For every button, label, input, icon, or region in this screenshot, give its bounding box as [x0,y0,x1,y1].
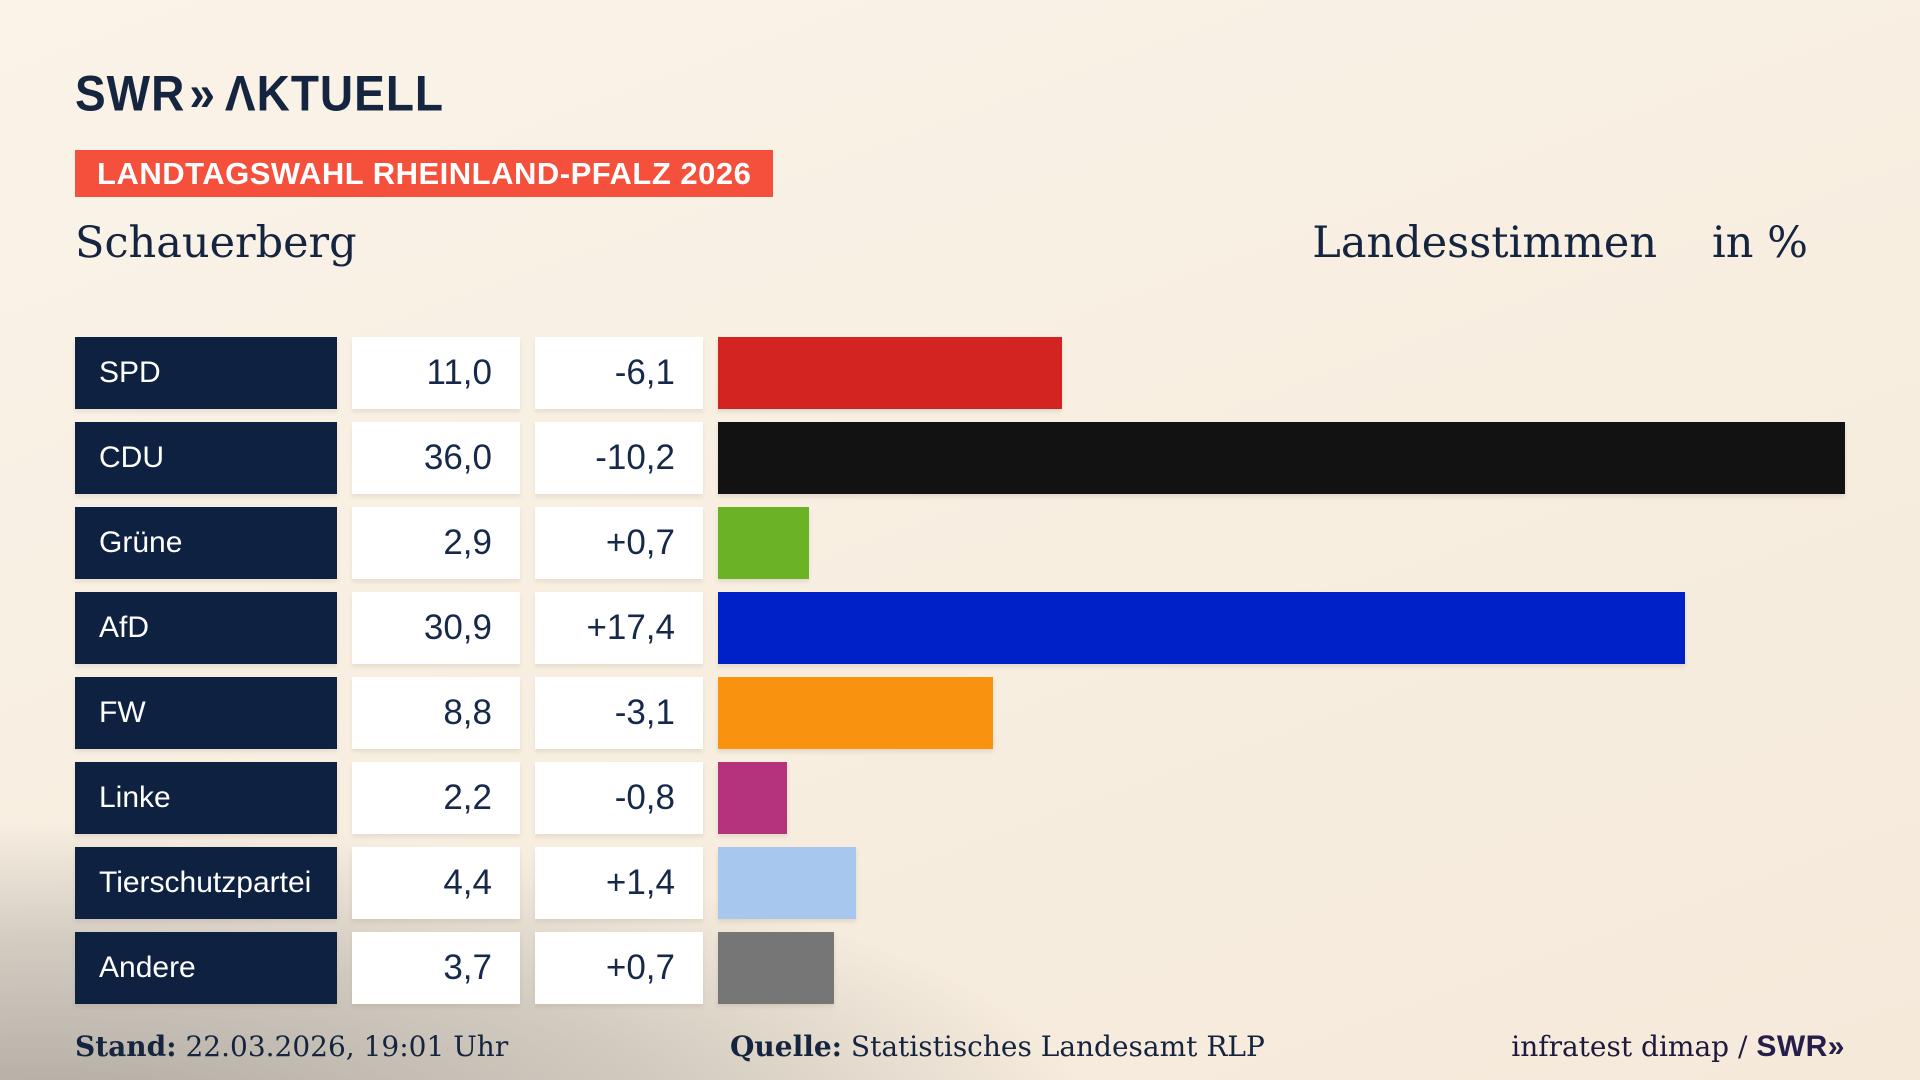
party-name-cell: Andere [75,932,337,1004]
party-change-cell: +17,4 [535,592,703,664]
swr-aktuell-logo: SWR» ΛKTUELL [75,64,444,122]
credit-text: infratest dimap / SWR» [1511,1030,1845,1064]
results-bar-chart: SPD 11,0 -6,1 CDU 36,0 -10,2 Grüne 2,9 +0,7 AfD 30… [75,337,1845,1017]
logo-aktuell-text: ΛKTUELL [224,65,445,122]
logo-chevrons-icon: » [189,65,215,122]
vote-type-title: Landesstimmen in % [1312,218,1808,268]
party-percent-cell: 3,7 [352,932,520,1004]
party-row: SPD 11,0 -6,1 [75,337,1845,409]
party-row: CDU 36,0 -10,2 [75,422,1845,494]
credit-agency: infratest dimap / [1511,1030,1757,1063]
party-bar [718,337,1063,409]
party-name: Linke [99,781,171,814]
party-name: FW [99,696,146,729]
party-bar [718,847,856,919]
party-name-cell: FW [75,677,337,749]
party-change-cell: -6,1 [535,337,703,409]
party-bar-track [718,422,1845,494]
party-name-cell: Linke [75,762,337,834]
party-row: Grüne 2,9 +0,7 [75,507,1845,579]
party-percent-cell: 30,9 [352,592,520,664]
party-bar [718,762,787,834]
party-bar [718,677,994,749]
party-bar-track [718,677,1845,749]
party-bar [718,932,834,1004]
party-percent-cell: 2,2 [352,762,520,834]
party-change-cell: +0,7 [535,932,703,1004]
party-change-cell: +1,4 [535,847,703,919]
party-bar-track [718,932,1845,1004]
party-name-cell: CDU [75,422,337,494]
party-bar [718,592,1686,664]
party-bar-track [718,337,1845,409]
party-percent-cell: 2,9 [352,507,520,579]
party-row: Linke 2,2 -0,8 [75,762,1845,834]
party-name: CDU [99,441,164,474]
party-name: Tierschutzpartei [99,866,312,899]
party-bar-track [718,592,1845,664]
footer: Stand: 22.03.2026, 19:01 Uhr Quelle: Sta… [75,1030,1845,1072]
party-percent-cell: 4,4 [352,847,520,919]
source-text: Quelle: Statistisches Landesamt RLP [730,1030,1265,1063]
party-percent-cell: 36,0 [352,422,520,494]
party-name: Grüne [99,526,183,559]
party-bar [718,422,1845,494]
stand-value: 22.03.2026, 19:01 Uhr [185,1030,509,1063]
party-change-cell: -10,2 [535,422,703,494]
title-row: Schauerberg Landesstimmen in % [75,218,1808,268]
stand-label: Stand: [75,1030,177,1063]
party-name-cell: Grüne [75,507,337,579]
source-value: Statistisches Landesamt RLP [850,1030,1265,1063]
party-name: Andere [99,951,196,984]
party-bar-track [718,762,1845,834]
party-bar-track [718,847,1845,919]
party-bar-track [718,507,1845,579]
party-percent-cell: 11,0 [352,337,520,409]
party-name: SPD [99,356,161,389]
party-name-cell: AfD [75,592,337,664]
party-row: Tierschutzpartei 4,4 +1,4 [75,847,1845,919]
party-name-cell: Tierschutzpartei [75,847,337,919]
party-change-cell: -3,1 [535,677,703,749]
source-label: Quelle: [730,1030,842,1063]
party-row: Andere 3,7 +0,7 [75,932,1845,1004]
party-percent-cell: 8,8 [352,677,520,749]
election-banner-text: LANDTAGSWAHL RHEINLAND-PFALZ 2026 [97,155,752,191]
party-row: FW 8,8 -3,1 [75,677,1845,749]
logo-swr-text: SWR [75,65,186,122]
credit-swr-logo: SWR» [1756,1030,1845,1063]
party-change-cell: +0,7 [535,507,703,579]
unit-label: in % [1712,218,1808,268]
party-name: AfD [99,611,150,644]
vote-type-label: Landesstimmen [1312,218,1658,268]
party-row: AfD 30,9 +17,4 [75,592,1845,664]
party-change-cell: -0,8 [535,762,703,834]
party-bar [718,507,809,579]
party-name-cell: SPD [75,337,337,409]
municipality-title: Schauerberg [75,218,357,268]
election-banner: LANDTAGSWAHL RHEINLAND-PFALZ 2026 [75,150,774,197]
stand-text: Stand: 22.03.2026, 19:01 Uhr [75,1030,508,1063]
